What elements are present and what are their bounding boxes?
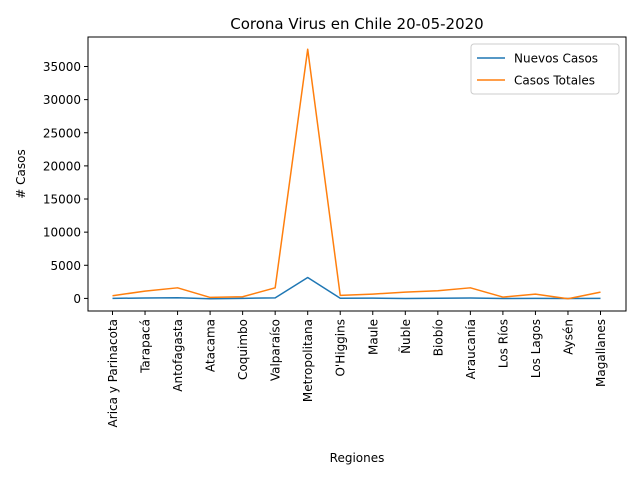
x-tick-label: Biobío — [431, 319, 445, 356]
series-line-0 — [112, 276, 601, 300]
x-tick-label: Arica y Parinacota — [106, 319, 120, 427]
x-tick-label: Coquimbo — [236, 319, 250, 380]
y-tick-label: 15000 — [43, 193, 81, 207]
x-tick-label: Los Ríos — [496, 319, 510, 368]
chart-title: Corona Virus en Chile 20-05-2020 — [230, 15, 483, 33]
y-tick-label: 10000 — [43, 226, 81, 240]
y-tick-label: 35000 — [43, 60, 81, 74]
y-tick-label: 25000 — [43, 126, 81, 140]
x-tick-label: Atacama — [204, 319, 218, 372]
legend-label-1: Casos Totales — [514, 74, 595, 88]
y-axis: 0 5000 10000 15000 20000 25000 30000 35000 — [43, 60, 88, 306]
x-tick-label: Tarapacá — [139, 319, 153, 374]
x-tick-label: Araucanía — [464, 319, 478, 379]
y-tick-label: 30000 — [43, 93, 81, 107]
series-line-1 — [112, 48, 601, 300]
x-tick-label: Aysén — [561, 319, 575, 355]
y-tick-label: 20000 — [43, 159, 81, 173]
y-axis-title: # Casos — [14, 149, 28, 198]
plot-area — [112, 48, 601, 300]
legend-box — [470, 43, 620, 95]
x-tick-label: Los Lagos — [529, 319, 543, 378]
x-tick-label: Metropolitana — [301, 319, 315, 402]
x-tick-label: O'Higgins — [334, 319, 348, 377]
x-axis-title: Regiones — [330, 451, 385, 465]
x-tick-label: Magallanes — [594, 319, 608, 387]
legend-label-0: Nuevos Casos — [514, 52, 598, 66]
x-tick-label: Maule — [366, 319, 380, 355]
x-axis: Arica y Parinacota Tarapacá Antofagasta Ata… — [106, 311, 608, 427]
y-tick-label: 5000 — [50, 259, 81, 273]
y-tick-label: 0 — [73, 292, 81, 306]
x-tick-label: Valparaíso — [269, 319, 283, 381]
x-tick-label: Antofagasta — [171, 319, 185, 392]
x-tick-label: Ñuble — [398, 319, 413, 354]
plot-frame — [87, 36, 627, 312]
legend: Nuevos Casos Casos Totales — [470, 43, 620, 95]
